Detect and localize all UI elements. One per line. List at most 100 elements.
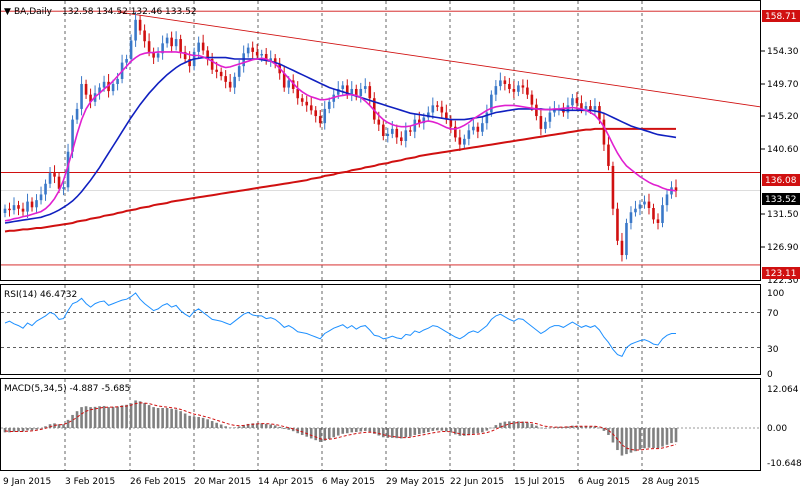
macd-histogram-bar[interactable] (607, 428, 610, 435)
candle[interactable] (296, 81, 300, 105)
candle[interactable] (17, 200, 20, 216)
candle[interactable] (386, 127, 390, 143)
candle[interactable] (629, 206, 633, 230)
candle[interactable] (309, 97, 313, 115)
macd-histogram-bar[interactable] (80, 407, 83, 428)
macd-histogram-bar[interactable] (625, 428, 628, 455)
macd-pane[interactable] (1, 400, 760, 456)
candle[interactable] (156, 47, 160, 62)
macd-histogram-bar[interactable] (192, 416, 196, 428)
moving-average-slow[interactable] (4, 127, 676, 233)
macd-histogram-bar[interactable] (535, 425, 538, 428)
candle[interactable] (625, 218, 628, 260)
candle[interactable] (517, 81, 520, 97)
macd-histogram-bar[interactable] (620, 428, 624, 456)
candle[interactable] (413, 113, 417, 139)
macd-histogram-bar[interactable] (219, 424, 223, 428)
candle[interactable] (210, 52, 214, 74)
candle[interactable] (318, 109, 322, 128)
candle[interactable] (593, 98, 597, 117)
candle[interactable] (84, 79, 88, 99)
macd-histogram-bar[interactable] (629, 428, 633, 453)
candle[interactable] (399, 131, 403, 146)
macd-histogram-bar[interactable] (395, 428, 399, 439)
macd-histogram-bar[interactable] (314, 428, 318, 441)
macd-histogram-bar[interactable] (246, 423, 250, 428)
candle[interactable] (620, 232, 624, 262)
candle[interactable] (449, 115, 453, 134)
candle[interactable] (431, 97, 435, 119)
candle[interactable] (197, 36, 200, 59)
moving-average-fast[interactable] (4, 51, 677, 222)
macd-histogram-bar[interactable] (381, 428, 385, 438)
macd-histogram-bar[interactable] (399, 428, 403, 439)
candle[interactable] (359, 82, 363, 103)
candle[interactable] (273, 54, 277, 69)
macd-histogram-bar[interactable] (674, 428, 678, 443)
macd-histogram-bar[interactable] (8, 428, 11, 433)
macd-histogram-bar[interactable] (485, 428, 489, 431)
macd-histogram-bar[interactable] (39, 428, 43, 429)
macd-histogram-bar[interactable] (526, 422, 529, 428)
macd-histogram-bar[interactable] (440, 428, 444, 431)
macd-histogram-bar[interactable] (598, 427, 601, 429)
candle[interactable] (485, 104, 489, 130)
macd-histogram-bar[interactable] (134, 400, 137, 428)
candle[interactable] (445, 104, 448, 124)
candle[interactable] (269, 50, 272, 67)
candle[interactable] (174, 31, 178, 51)
macd-histogram-bar[interactable] (503, 421, 507, 428)
candle[interactable] (224, 70, 227, 89)
candle[interactable] (341, 81, 345, 96)
macd-histogram-bar[interactable] (183, 413, 187, 429)
macd-histogram-bar[interactable] (566, 426, 570, 428)
macd-histogram-bar[interactable] (179, 411, 182, 428)
macd-histogram-bar[interactable] (350, 428, 354, 433)
candle[interactable] (183, 45, 187, 64)
macd-histogram-bar[interactable] (327, 428, 331, 440)
macd-histogram-bar[interactable] (409, 428, 412, 437)
macd-histogram-bar[interactable] (224, 426, 227, 428)
candle[interactable] (161, 35, 164, 60)
candle[interactable] (575, 92, 579, 110)
candle[interactable] (134, 11, 137, 47)
macd-histogram-bar[interactable] (44, 426, 47, 428)
trendline[interactable] (117, 11, 761, 108)
candle[interactable] (53, 165, 56, 184)
macd-histogram-bar[interactable] (481, 428, 484, 433)
candle[interactable] (219, 67, 223, 81)
candle[interactable] (75, 102, 79, 124)
macd-histogram-bar[interactable] (273, 425, 277, 428)
candle[interactable] (228, 73, 232, 92)
macd-histogram-bar[interactable] (404, 428, 408, 438)
macd-histogram-bar[interactable] (548, 427, 552, 429)
macd-histogram-bar[interactable] (165, 407, 169, 428)
macd-histogram-bar[interactable] (418, 428, 421, 435)
macd-histogram-bar[interactable] (17, 428, 20, 432)
macd-histogram-bar[interactable] (210, 421, 214, 428)
macd-histogram-bar[interactable] (71, 414, 74, 428)
candle[interactable] (476, 122, 480, 139)
macd-histogram-bar[interactable] (512, 421, 516, 428)
candle[interactable] (345, 79, 349, 99)
macd-histogram-bar[interactable] (120, 405, 124, 428)
candle[interactable] (634, 200, 637, 217)
macd-histogram-bar[interactable] (557, 426, 561, 428)
candle[interactable] (314, 106, 318, 123)
macd-histogram-bar[interactable] (431, 428, 435, 431)
macd-histogram-bar[interactable] (647, 428, 651, 448)
macd-histogram-bar[interactable] (48, 424, 52, 428)
macd-histogram-bar[interactable] (264, 423, 268, 428)
macd-histogram-bar[interactable] (580, 426, 583, 428)
candle[interactable] (12, 197, 16, 215)
candle[interactable] (490, 90, 493, 117)
macd-histogram-bar[interactable] (260, 423, 263, 428)
macd-histogram-bar[interactable] (291, 428, 295, 432)
macd-histogram-bar[interactable] (494, 425, 498, 428)
candle[interactable] (305, 95, 309, 112)
candle[interactable] (674, 179, 678, 198)
macd-histogram-bar[interactable] (107, 407, 110, 428)
macd-histogram-bar[interactable] (341, 428, 345, 434)
candle[interactable] (62, 181, 65, 196)
macd-histogram-bar[interactable] (517, 421, 520, 428)
